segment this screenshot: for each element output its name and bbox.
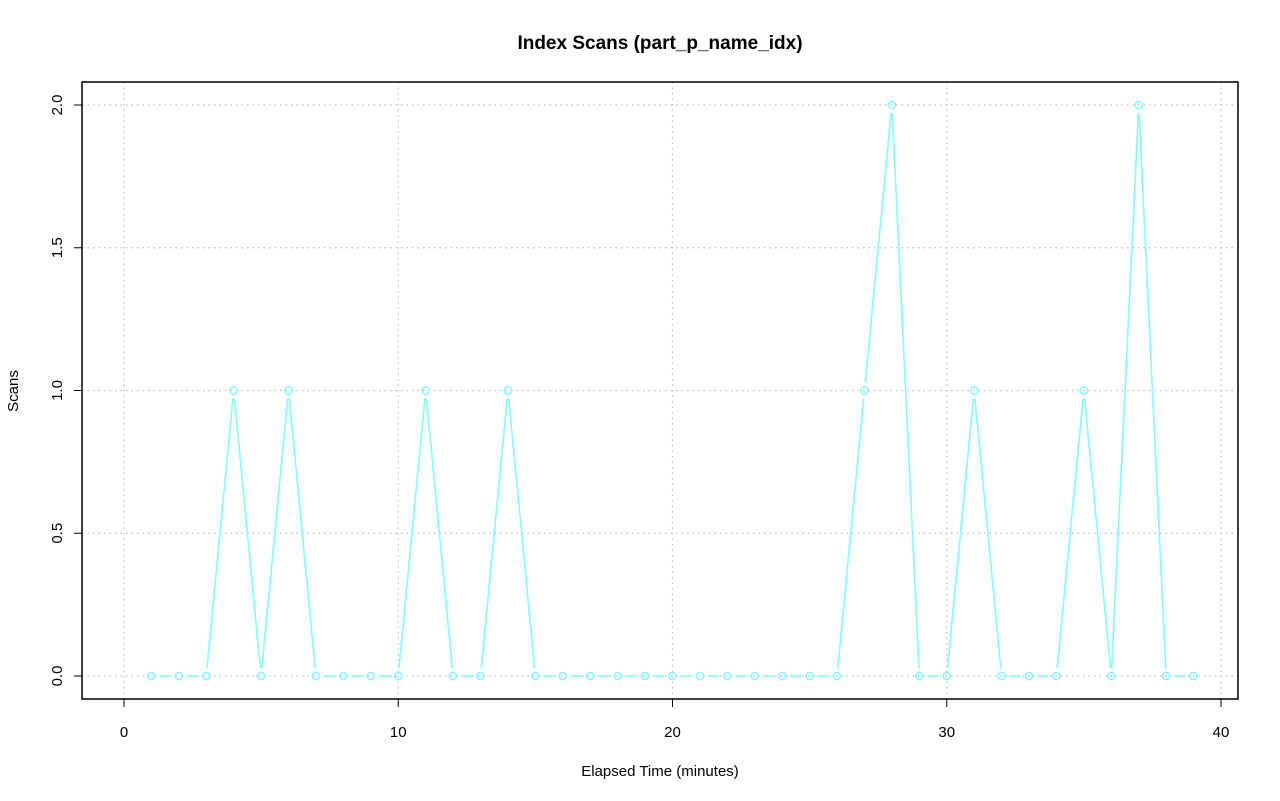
- data-point: [147, 671, 156, 681]
- y-tick-label: 0.0: [49, 666, 66, 687]
- series: [147, 100, 1198, 681]
- data-point: [1161, 671, 1171, 681]
- series-line-segment: [398, 398, 426, 669]
- y-tick-label: 2.0: [49, 95, 66, 116]
- data-point: [201, 671, 211, 681]
- y-tick-label: 1.0: [49, 380, 66, 401]
- data-point: [256, 671, 266, 681]
- x-axis-label: Elapsed Time (minutes): [581, 763, 739, 780]
- series-line-segment: [288, 398, 317, 669]
- data-point: [421, 386, 431, 395]
- data-point: [997, 671, 1006, 681]
- data-point: [750, 671, 760, 681]
- data-point: [393, 671, 403, 681]
- series-line-segment: [206, 398, 234, 669]
- series-line-segment: [507, 398, 536, 669]
- x-tick-label: 10: [390, 724, 407, 741]
- axes: 0 10 20 30 40 0.0 0.5 1.0 1.5 2.0: [49, 95, 1229, 741]
- data-point: [284, 386, 293, 395]
- series-line-segment: [974, 398, 1002, 669]
- x-tick-label: 30: [938, 724, 955, 741]
- data-point: [805, 671, 815, 681]
- data-point: [914, 671, 924, 681]
- x-tick-label: 20: [664, 724, 681, 741]
- series-line-segment: [946, 398, 975, 669]
- data-point: [503, 386, 513, 395]
- data-point: [338, 671, 348, 681]
- data-point: [585, 671, 595, 681]
- data-point: [832, 671, 842, 681]
- series-line-segment: [864, 112, 892, 383]
- data-point: [695, 671, 705, 681]
- data-point: [1134, 100, 1144, 110]
- data-point: [1024, 671, 1034, 681]
- data-point: [613, 671, 623, 681]
- series-line-segment: [261, 398, 289, 669]
- data-point: [640, 671, 650, 681]
- y-tick-label: 0.5: [49, 523, 66, 544]
- data-point: [1189, 671, 1198, 681]
- data-point: [558, 671, 568, 681]
- data-point: [668, 671, 677, 681]
- chart-title: Index Scans (part_p_name_idx): [517, 33, 802, 54]
- data-point: [722, 671, 732, 681]
- data-point: [1079, 386, 1089, 395]
- series-line-segment: [837, 398, 865, 669]
- series-line-segment: [891, 112, 920, 669]
- data-point: [942, 671, 952, 681]
- series-line-segment: [1056, 398, 1084, 669]
- series-line-segment: [425, 398, 454, 669]
- data-point: [777, 671, 787, 681]
- series-line-segment: [233, 398, 262, 669]
- data-point: [229, 386, 239, 395]
- data-point: [1106, 671, 1116, 681]
- x-tick-label: 0: [120, 724, 128, 741]
- grid: [82, 82, 1238, 699]
- series-line-segment: [1138, 112, 1167, 669]
- y-axis-label: Scans: [5, 370, 22, 412]
- series-line-segment: [1083, 398, 1112, 669]
- data-point: [530, 671, 540, 681]
- data-point: [174, 671, 184, 681]
- data-point: [366, 671, 376, 681]
- series-line-segment: [1110, 112, 1140, 669]
- data-point: [969, 386, 979, 395]
- series-line-segment: [480, 398, 508, 669]
- y-tick-label: 1.5: [49, 237, 66, 258]
- x-tick-label: 40: [1213, 724, 1230, 741]
- data-point: [476, 671, 485, 681]
- data-point: [311, 671, 321, 681]
- data-point: [860, 386, 869, 395]
- data-point: [1052, 671, 1061, 681]
- data-point: [448, 671, 458, 681]
- data-point: [887, 100, 897, 110]
